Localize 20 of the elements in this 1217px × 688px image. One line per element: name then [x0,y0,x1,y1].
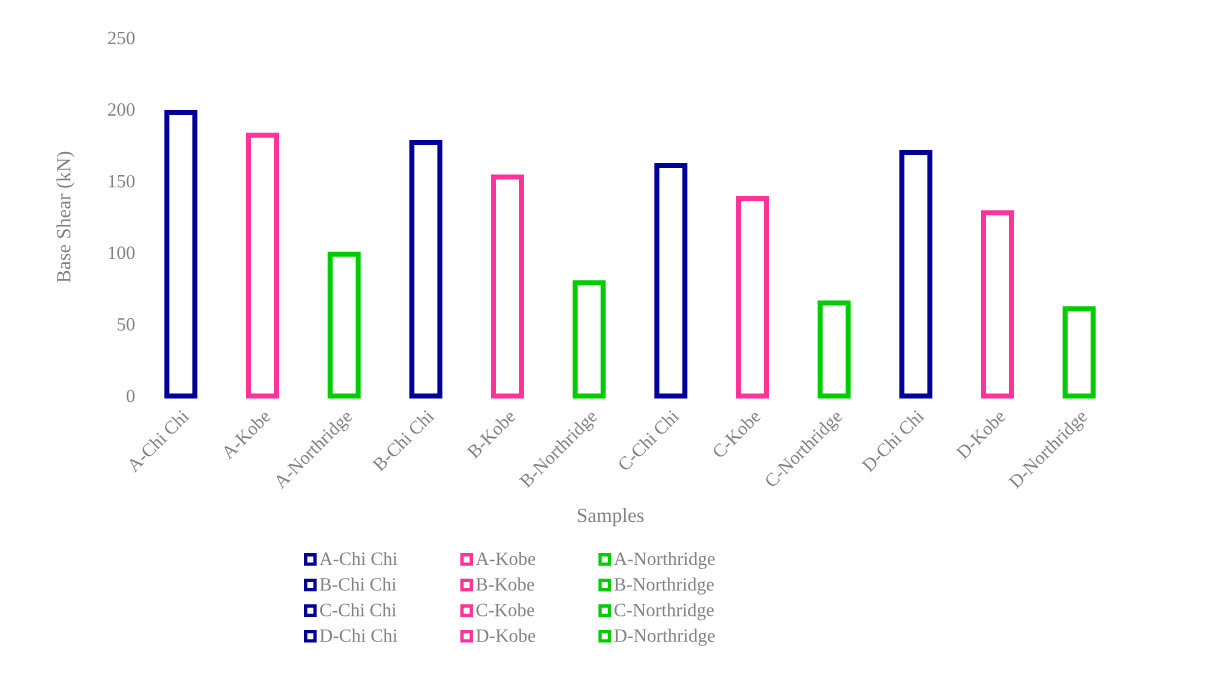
legend-label: D-Chi Chi [319,628,398,642]
y-tick-label: 50 [117,318,135,331]
legend-label: D-Kobe [476,628,536,642]
x-axis-title: Samples [577,508,644,527]
legend-label: C-Chi Chi [320,603,397,617]
y-tick-label: 250 [108,31,135,45]
legend-label: B-Chi Chi [319,577,397,591]
legend-label: B-Northridge [614,577,714,595]
y-axis-title: Base Shear (kN) [56,151,75,283]
legend-label: A-Chi Chi [319,551,398,566]
y-tick-label: 0 [126,389,135,403]
legend-label: A-Northridge [613,551,715,569]
y-tick-label: 200 [108,103,135,116]
y-tick-label: 100 [108,246,135,260]
legend-label: A-Kobe [475,551,536,566]
legend-label: B-Kobe [476,577,535,591]
legend-label: C-Kobe [476,603,535,617]
legend-label: D-Northridge [614,628,715,646]
legend-label: C-Northridge [614,603,714,621]
y-tick-label: 150 [108,174,135,188]
